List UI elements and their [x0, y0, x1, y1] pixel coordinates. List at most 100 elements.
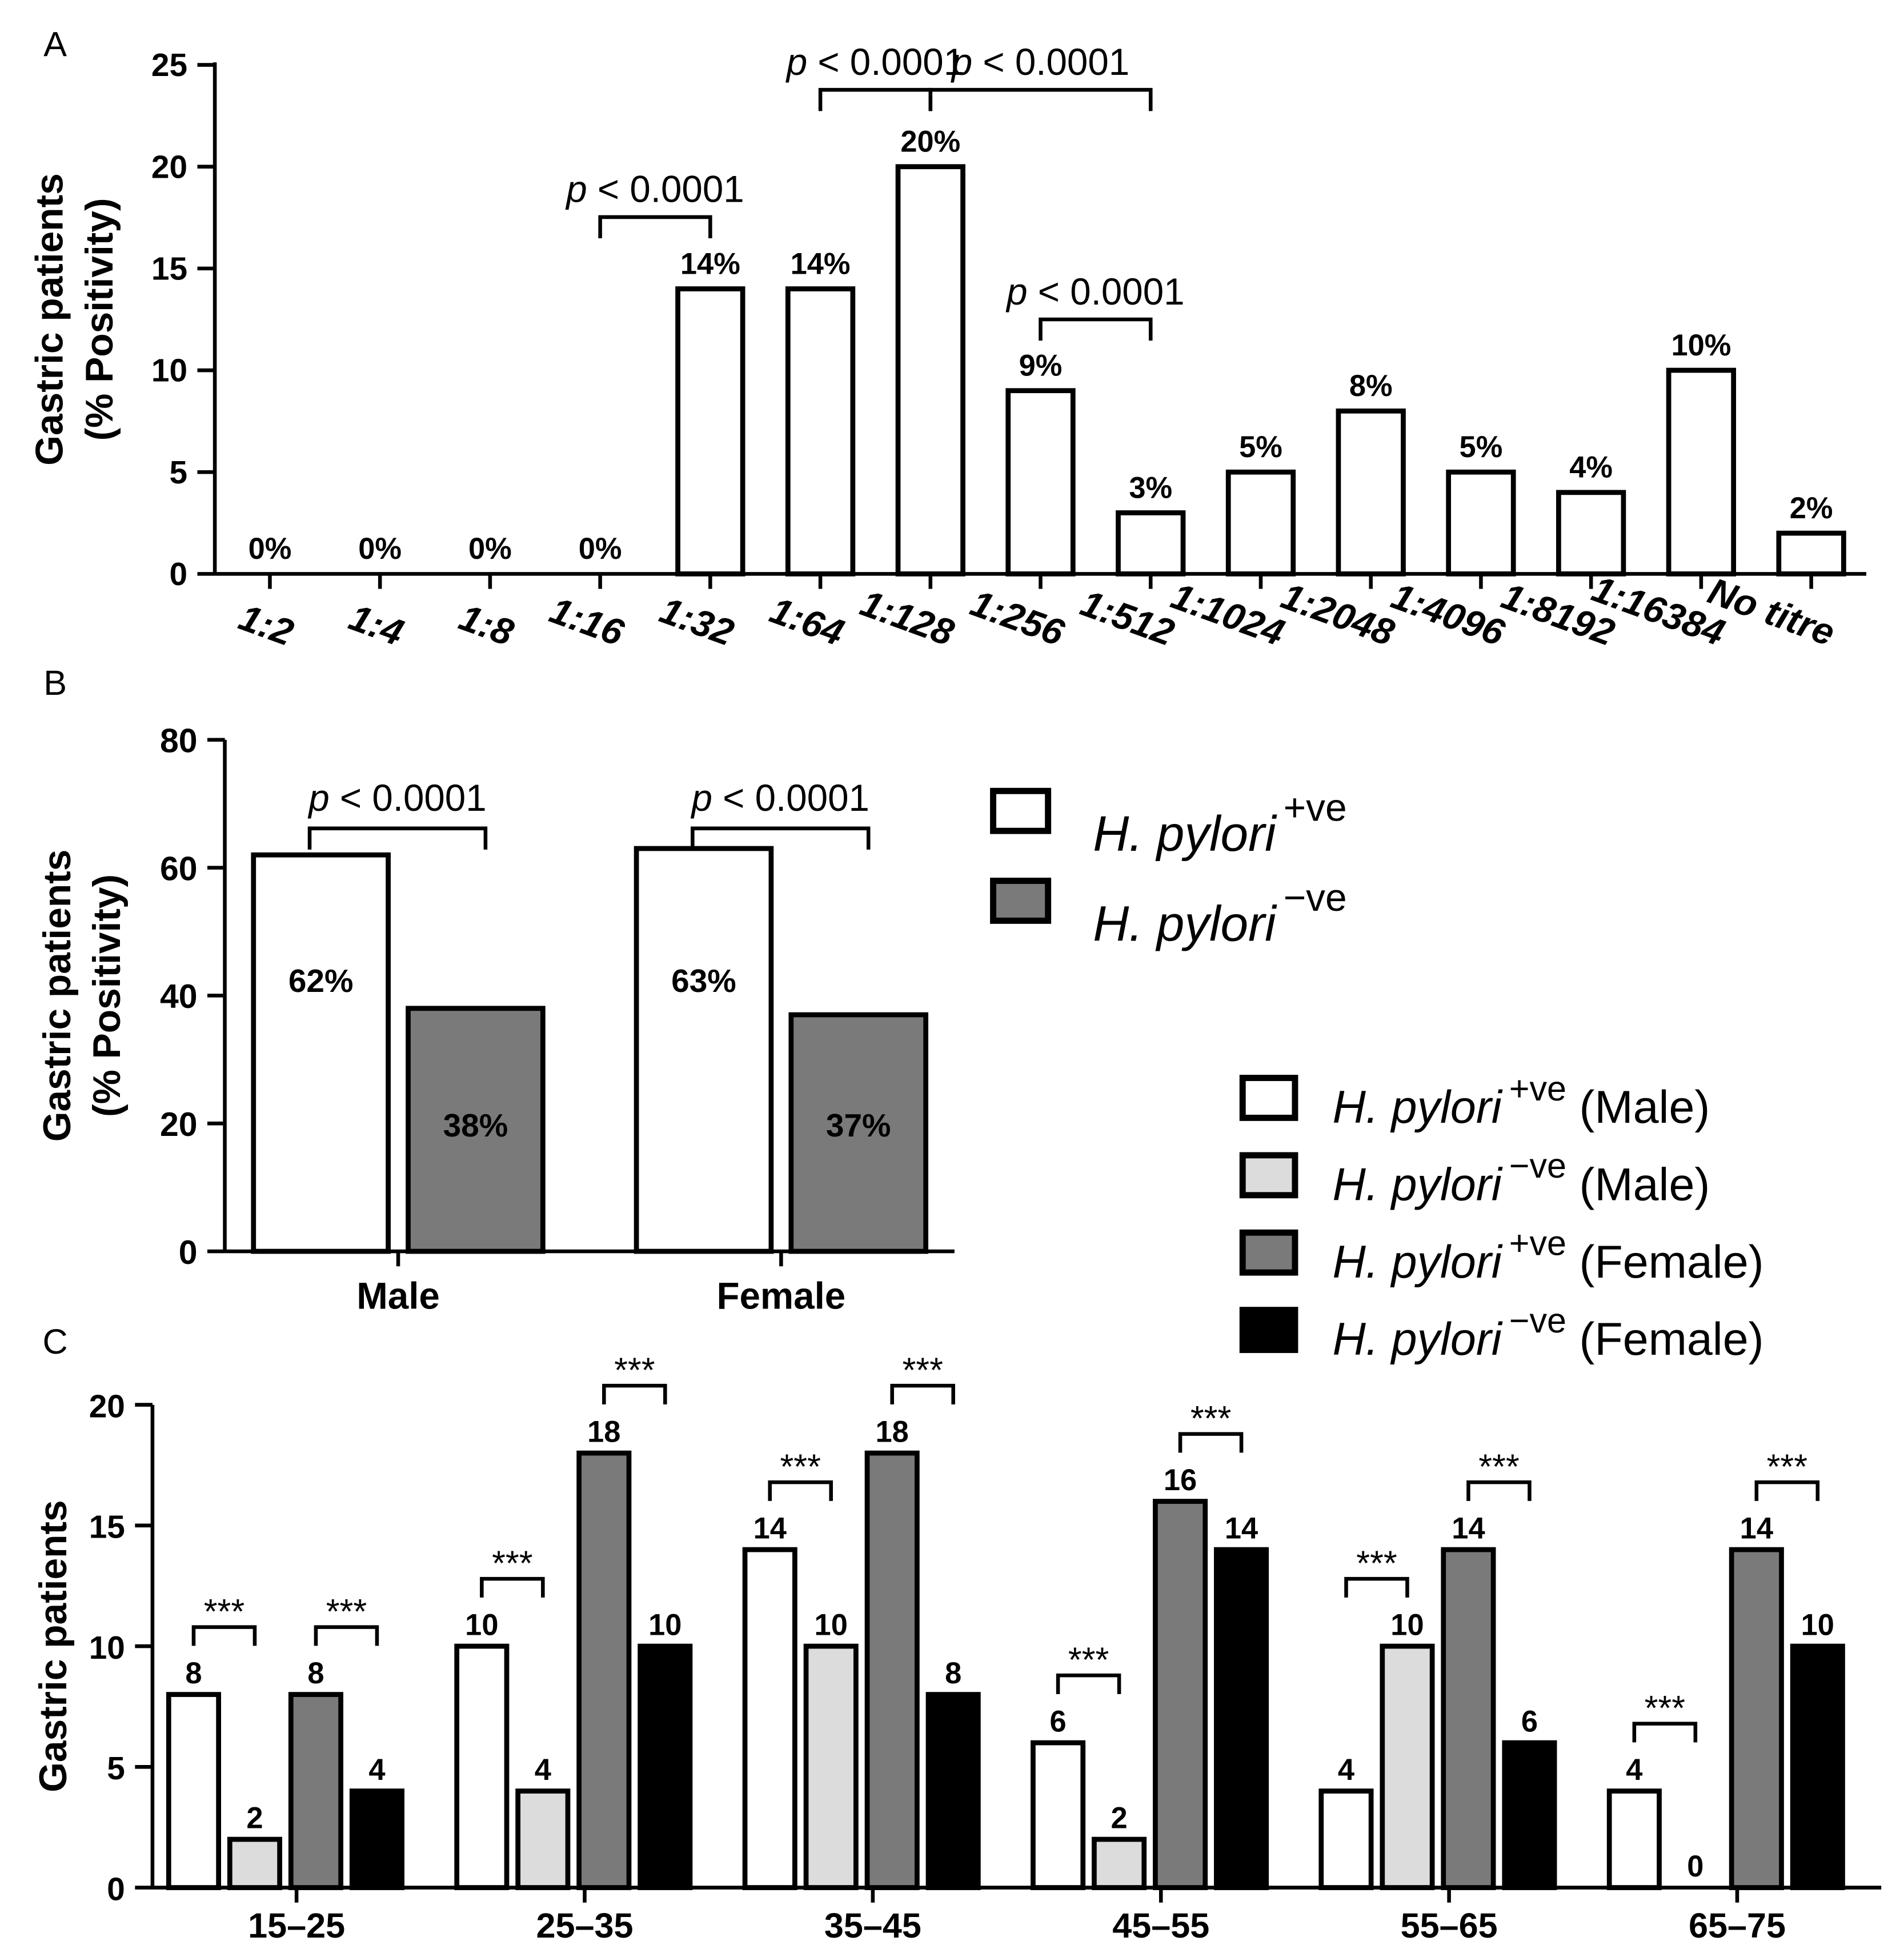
- x-tick-label-c: 65–75: [1689, 1906, 1786, 1945]
- legend-species: H. pylori: [1093, 806, 1277, 862]
- y-axis-label-b: Gastric patients: [36, 850, 79, 1142]
- y-tick-label-b: 80: [160, 723, 198, 760]
- y-tick-label-c: 20: [89, 1388, 125, 1424]
- x-tick-label-b: Female: [717, 1275, 846, 1316]
- legend-superscript: −ve: [1284, 877, 1347, 919]
- x-tick-label-c: 15–25: [248, 1906, 345, 1945]
- bar-c: [1502, 1740, 1557, 1890]
- significance-bracket-c: [890, 1383, 955, 1404]
- data-label-a: 10%: [1671, 329, 1731, 362]
- y-tick-label-b: 40: [160, 978, 198, 1015]
- bar-c: [1153, 1499, 1208, 1890]
- data-label-b: 63%: [671, 963, 736, 999]
- p-value-label-a: p < 0.0001: [565, 169, 744, 210]
- x-tick-label-a: 1:2048: [1276, 575, 1400, 654]
- p-value-threshold: < 0.0001: [972, 41, 1129, 83]
- p-value-threshold: < 0.0001: [330, 777, 487, 819]
- data-label-c: 14: [753, 1512, 787, 1545]
- bar-c: [638, 1643, 693, 1890]
- legend-species: H. pylori: [1093, 895, 1277, 951]
- bar-c: [1441, 1547, 1496, 1890]
- bar-a: [1666, 367, 1737, 577]
- significance-label-c: ***: [1478, 1447, 1519, 1486]
- bar-b: [251, 852, 391, 1254]
- x-tick-label-b: Male: [356, 1275, 440, 1316]
- bar-c: [742, 1547, 797, 1890]
- bar-c: [1790, 1643, 1845, 1890]
- bar-c: [515, 1788, 571, 1890]
- data-label-c: 4: [1626, 1754, 1642, 1787]
- data-label-a: 0%: [579, 533, 622, 566]
- data-label-c: 6: [1050, 1705, 1067, 1738]
- significance-bracket-a: [1039, 317, 1153, 341]
- bar-a: [895, 164, 965, 577]
- legend-superscript: +ve: [1509, 1224, 1566, 1263]
- y-tick-label-c: 5: [107, 1751, 125, 1787]
- bar-a: [1005, 388, 1076, 577]
- p-value-symbol: p: [565, 169, 587, 210]
- data-label-a: 0%: [468, 533, 512, 566]
- legend-superscript: −ve: [1509, 1146, 1566, 1185]
- p-value-label-b: p < 0.0001: [691, 777, 869, 819]
- bar-c: [454, 1643, 510, 1890]
- bar-a: [785, 286, 856, 577]
- significance-label-c: ***: [1356, 1544, 1397, 1583]
- significance-label-c: ***: [1068, 1640, 1109, 1679]
- data-label-c: 8: [185, 1657, 202, 1690]
- bar-a: [1116, 510, 1186, 577]
- bar-c: [864, 1450, 920, 1890]
- legend-label-c: H. pylori +ve (Male): [1332, 1069, 1710, 1133]
- y-tick-label-b: 60: [160, 850, 198, 887]
- bar-b: [788, 1012, 929, 1254]
- bar-c: [1031, 1740, 1086, 1890]
- bar-c: [1380, 1643, 1435, 1890]
- legend-label-c: H. pylori −ve (Female): [1332, 1301, 1763, 1365]
- bar-c: [925, 1692, 981, 1890]
- data-label-a: 5%: [1460, 431, 1503, 464]
- data-label-a: 3%: [1129, 471, 1172, 505]
- p-value-threshold: < 0.0001: [807, 41, 964, 83]
- data-label-c: 0: [1687, 1850, 1703, 1883]
- data-label-c: 14: [1225, 1512, 1258, 1545]
- legend-label-c: H. pylori −ve (Male): [1332, 1146, 1710, 1210]
- legend-swatch-c: [1239, 1229, 1298, 1276]
- y-tick-label-a: 10: [151, 353, 187, 389]
- x-tick-label-c: 25–35: [536, 1906, 633, 1945]
- p-value-symbol: p: [307, 777, 329, 819]
- significance-bracket-c: [480, 1576, 545, 1598]
- legend-superscript: −ve: [1509, 1301, 1566, 1340]
- y-tick-label-c: 0: [107, 1871, 125, 1907]
- significance-bracket-c: [768, 1480, 833, 1501]
- p-value-symbol: p: [785, 41, 807, 83]
- bar-c: [1092, 1836, 1147, 1890]
- y-tick-label-a: 25: [151, 47, 187, 83]
- y-axis-label-c: Gastric patients: [32, 1500, 75, 1792]
- significance-bracket-c: [1632, 1722, 1698, 1743]
- data-label-a: 8%: [1349, 370, 1393, 403]
- p-value-threshold: < 0.0001: [712, 777, 869, 819]
- x-tick-label-a: 1:1024: [1166, 575, 1290, 654]
- data-label-c: 14: [1452, 1512, 1485, 1545]
- data-label-c: 10: [465, 1608, 498, 1642]
- data-label-a: 20%: [900, 126, 960, 159]
- legend-species: H. pylori: [1332, 1236, 1502, 1288]
- x-tick-label-a: 1:64: [765, 589, 849, 654]
- bar-a: [1336, 408, 1406, 577]
- x-tick-label-a: No titre: [1703, 570, 1840, 654]
- x-tick-label-a: 1:2: [234, 596, 299, 654]
- bar-c: [1214, 1547, 1269, 1890]
- significance-bracket-a: [928, 87, 1153, 111]
- data-label-a: 5%: [1239, 431, 1282, 464]
- y-tick-label-a: 20: [151, 149, 187, 185]
- panel-letter-c: C: [43, 1322, 68, 1361]
- p-value-label-b: p < 0.0001: [307, 777, 486, 819]
- data-label-c: 18: [876, 1415, 909, 1448]
- legend-swatch-c: [1239, 1307, 1298, 1353]
- panel-b: B 0 20 40 60 80 Gastric patients (% Positivity)…: [36, 663, 955, 1316]
- significance-bracket-c: [602, 1383, 667, 1404]
- y-tick-label-a: 5: [169, 455, 187, 491]
- x-tick-label-c: 45–55: [1112, 1906, 1209, 1945]
- significance-bracket-c: [1466, 1480, 1532, 1501]
- significance-bracket-c: [191, 1625, 257, 1646]
- significance-bracket-a: [818, 87, 933, 111]
